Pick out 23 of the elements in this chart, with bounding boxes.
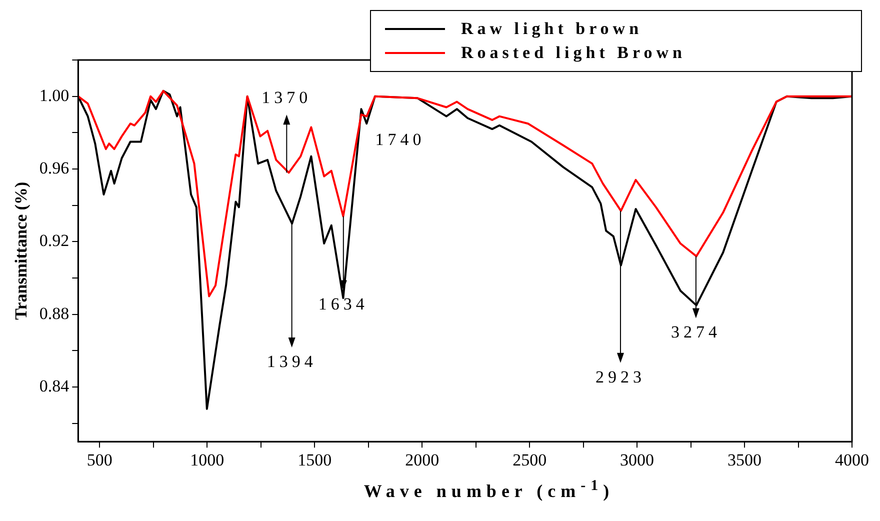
legend-label: Raw light brown: [461, 19, 643, 39]
annotation: 1370: [262, 88, 312, 108]
legend-label: Roasted light Brown: [461, 43, 686, 63]
y-tick-label: 0.84: [39, 376, 70, 396]
y-tick-label: 1.00: [39, 86, 70, 105]
annotation: 1394: [266, 352, 317, 372]
x-tick-label: 1000: [190, 450, 224, 470]
annotation: 1634: [318, 294, 368, 314]
y-tick-label: 0.92: [39, 231, 70, 250]
x-tick-label: 500: [86, 450, 112, 470]
y-axis-title: Transmittance (%): [12, 182, 31, 320]
annotation: 3274: [670, 322, 721, 342]
y-tick-label: 0.88: [39, 304, 70, 323]
annotation: 1740: [375, 130, 426, 150]
x-axis-title: Wave number (cm$^{-1}$): [362, 478, 616, 502]
annotation: 2923: [595, 367, 646, 386]
x-tick-label: 3000: [620, 450, 654, 470]
x-tick-label: 2500: [512, 450, 547, 470]
y-tick-label: 0.96: [39, 158, 70, 178]
x-tick-label: 2000: [405, 450, 440, 470]
x-tick-label: 4000: [835, 450, 869, 470]
x-tick-label: 3500: [728, 450, 762, 470]
x-tick-label: 1500: [298, 450, 332, 470]
